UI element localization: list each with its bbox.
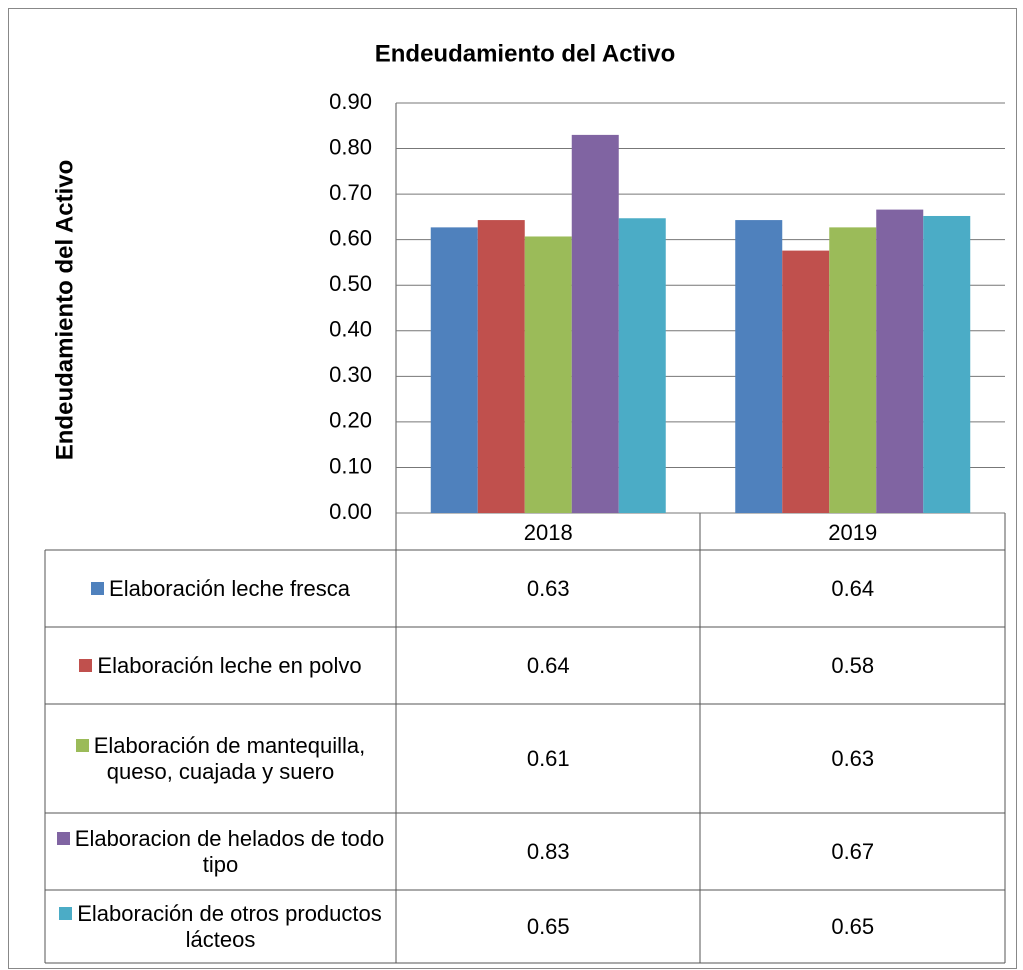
legend-label: Elaboración de mantequilla, queso, cuaja… [49,733,392,785]
data-label: 0.65 [831,913,875,939]
y-tick-label: 0.90 [329,89,372,114]
legend-text: Elaboración leche en polvo [97,652,362,678]
legend-text: Elaboracion de helados de todo tipo [74,825,385,877]
legend-text: Elaboración leche fresca [109,575,350,601]
legend-text: Elaboración de otros productos lácteos [77,900,382,952]
y-tick-label: 0.80 [329,134,372,159]
data-label: 0.67 [831,838,875,864]
legend-label: Elaboración leche en polvo [79,652,362,679]
legend-swatch [75,738,89,752]
bar [571,134,619,513]
chart-title: Endeudamiento del Activo [375,40,675,67]
legend-label: Elaboración leche fresca [91,576,350,602]
legend-swatch [59,906,73,920]
legend-swatch [91,581,105,595]
y-tick-label: 0.40 [329,317,372,342]
bar [782,250,830,513]
legend-entry: Elaboración leche en polvo [45,627,396,704]
data-label: 0.58 [831,652,875,678]
y-tick-label: 0.20 [329,408,372,433]
data-label: 0.61 [526,745,570,771]
bar [477,220,525,514]
bar [923,215,971,513]
y-tick-label: 0.50 [329,271,372,296]
data-label: 0.64 [526,652,570,678]
table-lines [44,103,1006,963]
y-tick-label: 0.60 [329,225,372,250]
legend-entry: Elaboración de otros productos lácteos [45,890,396,963]
bar [618,218,666,513]
legend-entry: Elaboracion de helados de todo tipo [45,813,396,890]
y-axis-label: Endeudamiento del Activo [51,160,78,460]
legend-entry: Elaboración de mantequilla, queso, cuaja… [45,704,396,813]
legend-entry: Elaboración leche fresca [45,550,396,627]
data-label: 0.65 [526,913,570,939]
data-label: 0.83 [526,838,570,864]
y-tick-label: 0.00 [329,499,372,524]
bar [430,227,478,513]
legend-label: Elaboración de otros productos lácteos [49,901,392,953]
data-label: 0.63 [831,745,875,771]
chart-border [8,8,1017,969]
bar [829,227,877,513]
x-tick-label: 2019 [828,519,878,545]
legend-swatch [79,658,93,672]
bar [735,220,783,514]
legend-swatch [56,831,70,845]
x-tick-label: 2018 [523,519,573,545]
bar [876,209,924,513]
y-tick-label: 0.10 [329,453,372,478]
y-tick-label: 0.70 [329,180,372,205]
y-tick-label: 0.30 [329,362,372,387]
data-label: 0.63 [526,575,570,601]
legend-label: Elaboracion de helados de todo tipo [49,826,392,878]
legend-text: Elaboración de mantequilla, queso, cuaja… [93,732,366,784]
bar [524,236,572,513]
data-label: 0.64 [831,575,875,601]
